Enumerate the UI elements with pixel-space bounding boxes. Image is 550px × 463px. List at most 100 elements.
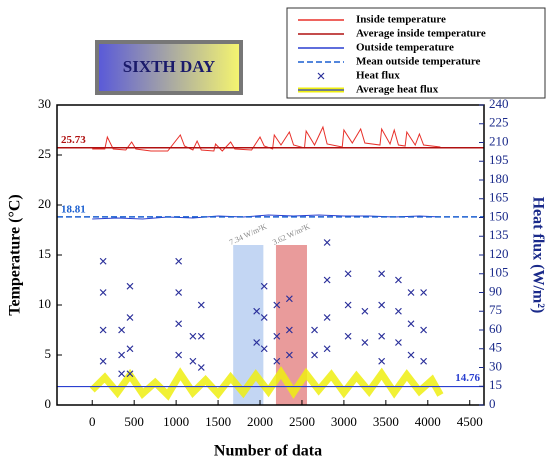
- value-label: 18.81: [61, 203, 86, 215]
- heat-flux-point: [99, 289, 107, 296]
- heat-flux-point: [273, 332, 281, 340]
- y-tick-label: 5: [45, 346, 52, 361]
- heat-flux-point: [420, 357, 428, 365]
- heat-flux-point: [118, 326, 126, 334]
- annotation: 3.62 W/m²K: [271, 222, 311, 247]
- heat-flux-point: [344, 301, 352, 309]
- y2-tick-label: 0: [489, 396, 496, 411]
- heat-flux-point: [361, 339, 369, 346]
- heat-flux-point: [407, 289, 415, 296]
- heat-flux-point: [420, 326, 428, 334]
- heat-flux-point: [260, 282, 268, 290]
- y2-tick-label: 90: [489, 283, 502, 298]
- heat-flux-point: [99, 326, 107, 334]
- y2-tick-label: 165: [489, 190, 509, 205]
- heat-flux-point: [253, 339, 261, 346]
- heat-flux-point: [323, 314, 331, 321]
- heat-flux-point: [311, 326, 318, 334]
- heat-flux-point: [253, 307, 261, 315]
- heat-flux-point: [197, 301, 205, 309]
- legend-label: Average inside temperature: [356, 28, 486, 40]
- heat-flux-point: [285, 351, 293, 359]
- heat-flux-point: [189, 332, 197, 340]
- heat-flux-point: [395, 276, 402, 284]
- heat-flux-point: [189, 357, 197, 365]
- legend-label: Outside temperature: [356, 42, 454, 54]
- x-tick-label: 1500: [205, 414, 231, 429]
- legend-swatch: [317, 72, 325, 80]
- heat-flux-point: [126, 345, 134, 353]
- heat-flux-point: [344, 332, 352, 340]
- heat-flux-point: [378, 357, 386, 365]
- legend-label: Inside temperature: [356, 14, 446, 26]
- y-tick-label: 0: [45, 396, 52, 411]
- heat-flux-point: [407, 320, 415, 328]
- heat-flux-point: [175, 289, 183, 296]
- heat-flux-point: [407, 351, 415, 359]
- x-tick-label: 2500: [289, 414, 315, 429]
- chart-title: SIXTH DAY: [123, 57, 215, 76]
- y2-tick-label: 120: [489, 246, 509, 261]
- y-tick-label: 15: [38, 246, 51, 261]
- x-tick-label: 4000: [415, 414, 441, 429]
- x-tick-label: 4500: [457, 414, 483, 429]
- y2-tick-label: 225: [489, 115, 509, 130]
- heat-flux-point: [323, 276, 331, 284]
- y2-tick-label: 150: [489, 208, 509, 223]
- y-tick-label: 30: [38, 96, 51, 111]
- y2-tick-label: 195: [489, 152, 509, 167]
- y2-axis-label: Heat flux (W/m²): [529, 197, 546, 314]
- heat-flux-point: [395, 339, 402, 346]
- heat-flux-point: [175, 257, 183, 265]
- legend-box: [286, 7, 546, 99]
- x-tick-label: 1000: [163, 414, 189, 429]
- heat-flux-point: [378, 301, 386, 309]
- legend-label: Average heat flux: [356, 84, 439, 96]
- heat-flux-point: [126, 282, 134, 290]
- y2-tick-label: 210: [489, 133, 509, 148]
- y2-tick-label: 75: [489, 302, 502, 317]
- heat-flux-point: [361, 307, 369, 315]
- heat-flux-point: [378, 332, 386, 340]
- x-tick-label: 3000: [331, 414, 357, 429]
- heat-flux-point: [99, 257, 107, 265]
- heat-flux-point: [323, 239, 331, 246]
- series-line: [92, 125, 441, 152]
- legend-label: Mean outside temperature: [356, 56, 481, 68]
- y2-tick-label: 135: [489, 227, 509, 242]
- heat-flux-point: [126, 370, 134, 378]
- annotation: 7.34 W/m²K: [228, 222, 268, 247]
- heat-flux-point: [260, 345, 268, 353]
- heat-flux-point: [273, 301, 281, 309]
- heat-flux-point: [260, 314, 268, 321]
- heat-flux-point: [273, 357, 281, 365]
- y2-tick-label: 45: [489, 340, 502, 355]
- heat-flux-point: [197, 332, 205, 340]
- x-tick-label: 0: [89, 414, 96, 429]
- value-label: 14.76: [455, 372, 480, 384]
- heat-flux-point: [311, 351, 318, 359]
- heat-flux-point: [175, 320, 183, 328]
- y2-tick-label: 60: [489, 321, 502, 336]
- heat-flux-point: [126, 314, 134, 321]
- plot-area: 7.34 W/m²K 3.62 W/m²K: [57, 125, 484, 405]
- y-tick-label: 10: [38, 296, 51, 311]
- heat-flux-band: [89, 366, 444, 401]
- heat-flux-point: [395, 307, 402, 315]
- heat-flux-point: [378, 270, 386, 278]
- heat-flux-point: [420, 289, 428, 296]
- heat-flux-point: [323, 345, 331, 353]
- x-tick-label: 500: [124, 414, 144, 429]
- y-tick-label: 25: [38, 146, 51, 161]
- heat-flux-point: [285, 295, 293, 303]
- heat-flux-point: [99, 357, 107, 365]
- y2-tick-label: 15: [489, 377, 502, 392]
- heat-flux-point: [118, 351, 126, 359]
- x-tick-label: 3500: [373, 414, 399, 429]
- heat-flux-point: [344, 270, 352, 278]
- value-label: 25.73: [61, 134, 86, 146]
- heat-flux-point: [118, 370, 126, 378]
- y2-tick-label: 30: [489, 358, 502, 373]
- legend-label: Heat flux: [356, 70, 400, 82]
